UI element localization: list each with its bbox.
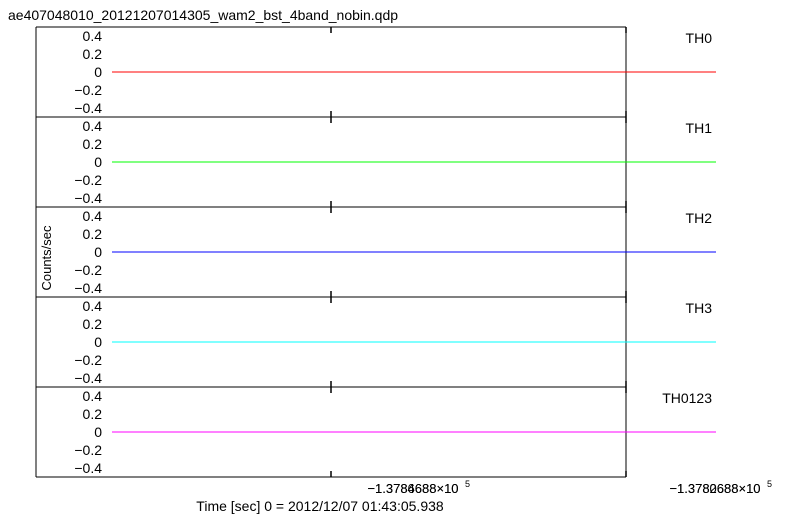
panel-label: TH2 [686, 210, 713, 226]
y-tick-label: 0 [94, 244, 102, 260]
x-tick-labels: −1.3784688×10−1.3786688×10 5 −1.3780688×10… [367, 479, 772, 496]
y-tick-label: 0 [94, 64, 102, 80]
panels: 0.40.20−0.2−0.4TH00.40.20−0.2−0.4TH10.40… [35, 26, 716, 478]
y-tick-label: 0.4 [83, 208, 103, 224]
x-tick-label: −1.3780688×10 [669, 481, 760, 496]
y-axis-label: Counts/sec [39, 225, 54, 291]
x-tick-label-exponent: 5 [767, 479, 772, 489]
y-tick-label: 0.2 [83, 226, 103, 242]
y-tick-label: −0.2 [74, 262, 102, 278]
y-tick-label: 0.2 [83, 316, 103, 332]
panel-th1: 0.4 0.2 0 −0.2 −0.4 TH1 [35, 116, 716, 208]
panel-label: TH0123 [662, 390, 712, 406]
panel-label: TH1 [686, 120, 713, 136]
x-tick-label-exponent: 5 [465, 479, 470, 489]
panel-th2: 0.4 0.2 0 −0.2 −0.4 TH2 [35, 206, 716, 298]
y-tick-label: 0 [94, 154, 102, 170]
x-tick-label: −1.3784688×10 [367, 481, 458, 496]
y-tick-label: 0.4 [83, 388, 103, 404]
y-tick-label: 0.4 [83, 298, 103, 314]
y-tick-label: −0.4 [74, 280, 102, 296]
x-tick-label: −1.3782688×10 [669, 481, 760, 496]
y-tick-label: −0.2 [74, 352, 102, 368]
y-tick-label: −0.2 [74, 442, 102, 458]
panel-th0: 0.4 0.2 0 −0.2 −0.4 TH0 [35, 26, 716, 118]
y-tick-label: 0.4 [83, 118, 103, 134]
panel-label: TH3 [686, 300, 713, 316]
panel-th0123: 0.4 0.2 0 −0.2 −0.4 TH0123 [35, 386, 716, 478]
chart-title: ae407048010_20121207014305_wam2_bst_4ban… [8, 7, 398, 23]
y-tick-label: −0.4 [74, 460, 102, 476]
y-tick-label: 0.2 [83, 406, 103, 422]
x-tick-label: −1.3786688×10 [367, 481, 458, 496]
panel-th3: 0.4 0.2 0 −0.2 −0.4 TH3 [35, 296, 716, 388]
y-tick-label: −0.2 [74, 172, 102, 188]
y-tick-label: 0.4 [83, 28, 103, 44]
y-tick-label: 0.2 [83, 136, 103, 152]
y-tick-label: −0.2 [74, 82, 102, 98]
y-tick-label: −0.4 [74, 100, 102, 116]
y-tick-label: −0.4 [74, 190, 102, 206]
y-tick-label: 0.2 [83, 46, 103, 62]
panel-label: TH0 [686, 30, 713, 46]
y-tick-label: 0 [94, 424, 102, 440]
y-tick-label: 0 [94, 334, 102, 350]
x-axis-label: Time [sec] 0 = 2012/12/07 01:43:05.938 [196, 498, 444, 514]
y-tick-label: −0.4 [74, 370, 102, 386]
